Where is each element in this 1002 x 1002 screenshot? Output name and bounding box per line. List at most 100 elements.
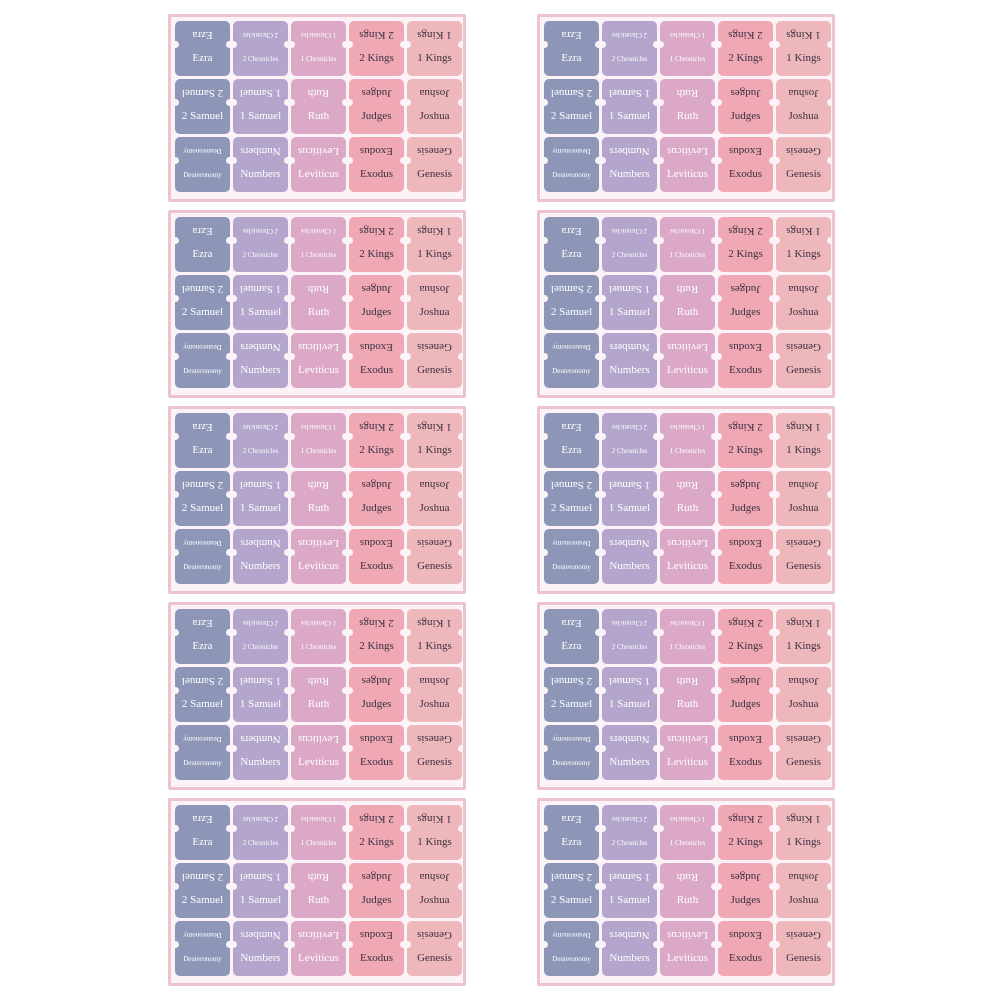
bible-tab-sticker: 2 Chronicles 2 Chronicles [602, 609, 657, 664]
tab-label: 2 Kings [728, 52, 763, 64]
tab-label: Judges [730, 306, 761, 318]
bible-tab-sticker: 1 Kings 1 Kings [407, 413, 462, 468]
tab-label-inverted: 1 Kings [417, 29, 452, 41]
tab-label-inverted: 1 Kings [417, 617, 452, 629]
bible-tab-sticker: 2 Samuel 2 Samuel [544, 275, 599, 330]
tab-label: 1 Samuel [239, 698, 282, 710]
tab-label: Genesis [786, 364, 821, 376]
tab-label-inverted: Ruth [307, 675, 330, 687]
tab-label-inverted: Ruth [307, 283, 330, 295]
bible-tab-sticker: Leviticus Leviticus [291, 529, 346, 584]
bible-tab-sticker: 1 Samuel 1 Samuel [602, 863, 657, 918]
tab-label-inverted: 1 Kings [786, 421, 821, 433]
tab-label: Joshua [419, 110, 450, 122]
bible-tab-sticker: 2 Chronicles 2 Chronicles [233, 805, 288, 860]
bible-tab-sticker: 2 Chronicles 2 Chronicles [233, 609, 288, 664]
bible-tab-sticker: 1 Samuel 1 Samuel [233, 275, 288, 330]
tab-label-inverted: 1 Chronicles [300, 31, 337, 39]
tab-label: Deuteronomy [183, 759, 222, 767]
tab-label-inverted: Genesis [417, 537, 452, 549]
tab-label-inverted: 1 Samuel [239, 871, 282, 883]
tab-label: 1 Kings [417, 836, 452, 848]
bible-tab-sticker: Joshua Joshua [407, 471, 462, 526]
bible-tab-sticker: 2 Samuel 2 Samuel [175, 863, 230, 918]
tab-label-inverted: 2 Chronicles [611, 31, 648, 39]
bible-tab-sticker: Ezra Ezra [544, 413, 599, 468]
sticker-sheet: Ezra Ezra 2 Chronicles 2 Chronicles 1 Chroni… [537, 210, 835, 398]
tab-label-inverted: Numbers [609, 929, 650, 941]
tab-label: 1 Samuel [608, 306, 651, 318]
tab-label: Judges [730, 894, 761, 906]
tab-label: 2 Kings [359, 836, 394, 848]
tab-label-inverted: 1 Chronicles [669, 815, 706, 823]
bible-tab-sticker: 1 Kings 1 Kings [776, 21, 831, 76]
tab-label-inverted: Leviticus [298, 733, 339, 745]
bible-tab-sticker: Numbers Numbers [233, 725, 288, 780]
tab-label-inverted: Leviticus [667, 733, 708, 745]
tab-label-inverted: 2 Chronicles [242, 31, 279, 39]
tab-label-inverted: 1 Samuel [239, 479, 282, 491]
tab-label-inverted: Leviticus [298, 341, 339, 353]
tab-label: 1 Chronicles [300, 839, 337, 847]
tab-label-inverted: Leviticus [298, 929, 339, 941]
bible-tab-sticker: 1 Samuel 1 Samuel [233, 667, 288, 722]
bible-tab-sticker: Ruth Ruth [291, 471, 346, 526]
tab-label: Deuteronomy [183, 367, 222, 375]
tab-label: 2 Samuel [181, 110, 224, 122]
tab-label-inverted: Numbers [240, 341, 281, 353]
bible-tab-sticker: 2 Chronicles 2 Chronicles [233, 413, 288, 468]
bible-tab-sticker: Numbers Numbers [602, 921, 657, 976]
sticker-sheet: Ezra Ezra 2 Chronicles 2 Chronicles 1 Chroni… [168, 406, 466, 594]
tab-label-inverted: Leviticus [667, 929, 708, 941]
tab-label-inverted: 1 Chronicles [300, 423, 337, 431]
bible-tab-sticker: Deuteronomy Deuteronomy [544, 333, 599, 388]
tab-label-inverted: 1 Samuel [608, 479, 651, 491]
tab-label: 2 Chronicles [611, 839, 648, 847]
tab-label: 2 Chronicles [242, 251, 279, 259]
tab-label-inverted: Deuteronomy [552, 931, 591, 939]
tab-label-inverted: 1 Samuel [239, 87, 282, 99]
tab-label-inverted: Numbers [609, 733, 650, 745]
bible-tab-sticker: Numbers Numbers [602, 333, 657, 388]
tab-label: Joshua [419, 894, 450, 906]
bible-tab-sticker: Joshua Joshua [407, 79, 462, 134]
tab-label: Judges [730, 110, 761, 122]
bible-tab-sticker: Exodus Exodus [349, 921, 404, 976]
bible-tab-sticker: Deuteronomy Deuteronomy [175, 529, 230, 584]
tab-label-inverted: Judges [361, 675, 392, 687]
bible-tab-sticker: 1 Kings 1 Kings [407, 21, 462, 76]
tab-label: 2 Chronicles [242, 447, 279, 455]
bible-tab-sticker: Joshua Joshua [776, 275, 831, 330]
bible-tab-sticker: 1 Kings 1 Kings [776, 217, 831, 272]
bible-tab-sticker: 2 Chronicles 2 Chronicles [602, 21, 657, 76]
tab-label-inverted: Ruth [676, 675, 699, 687]
tab-label: 1 Chronicles [669, 643, 706, 651]
tab-label-inverted: 1 Samuel [239, 675, 282, 687]
bible-tab-sticker: 2 Samuel 2 Samuel [175, 471, 230, 526]
tab-label: Ezra [192, 248, 213, 260]
bible-tab-sticker: Genesis Genesis [776, 725, 831, 780]
tab-label: 1 Samuel [608, 894, 651, 906]
tab-label: 1 Kings [786, 444, 821, 456]
tab-label-inverted: 1 Chronicles [669, 619, 706, 627]
tab-label: Numbers [609, 952, 650, 964]
tab-label-inverted: Judges [730, 871, 761, 883]
tab-label-inverted: 1 Chronicles [669, 423, 706, 431]
tab-label: 1 Samuel [239, 502, 282, 514]
tab-label-inverted: Genesis [786, 341, 821, 353]
tab-label: Deuteronomy [183, 563, 222, 571]
bible-tab-sticker: 2 Kings 2 Kings [349, 805, 404, 860]
tab-label-inverted: 2 Samuel [550, 283, 593, 295]
tab-label: Judges [730, 698, 761, 710]
bible-tab-sticker: Genesis Genesis [776, 529, 831, 584]
tab-label-inverted: Exodus [729, 733, 762, 745]
bible-tab-sticker: Genesis Genesis [407, 921, 462, 976]
tab-label-inverted: Numbers [240, 929, 281, 941]
bible-tab-sticker: Deuteronomy Deuteronomy [544, 529, 599, 584]
bible-tab-sticker: Ruth Ruth [291, 667, 346, 722]
tab-label: Joshua [788, 110, 819, 122]
tab-label-inverted: Exodus [360, 341, 393, 353]
tab-label-inverted: 1 Samuel [608, 283, 651, 295]
bible-tab-sticker: Numbers Numbers [602, 725, 657, 780]
bible-tab-sticker: 2 Samuel 2 Samuel [544, 79, 599, 134]
